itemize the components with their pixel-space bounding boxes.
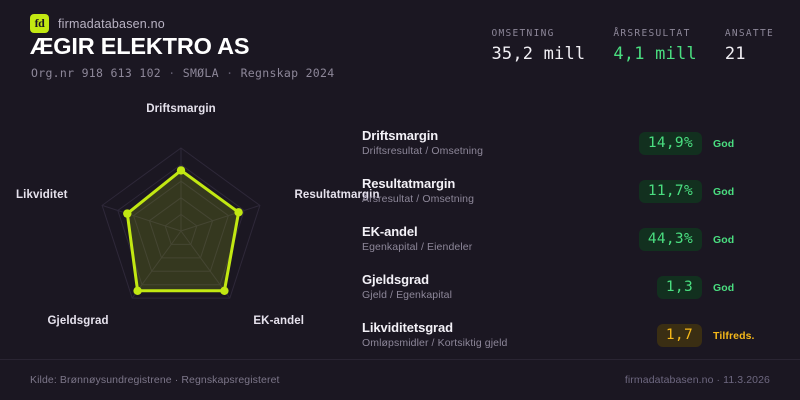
metric-row[interactable]: EK-andel Egenkapital / Eiendeler 44,3% G…: [362, 224, 782, 264]
radar-data-point[interactable]: [133, 286, 142, 295]
stat-ansatte: ANSATTE 21: [725, 28, 774, 64]
header: fd firmadatabasen.no ÆGIR ELEKTRO AS Org…: [0, 0, 800, 88]
footer-credit: firmadatabasen.no · 11.3.2026: [624, 374, 770, 386]
footer-divider: [0, 359, 800, 360]
metric-rating: Tilfreds.: [713, 329, 755, 342]
radar-axis-label-gjeldsgrad: Gjeldsgrad: [47, 315, 109, 328]
radar-series-area: [127, 170, 239, 291]
metric-name: EK-andel: [362, 224, 418, 239]
metric-row[interactable]: Likviditetsgrad Omløpsmidler / Kortsikti…: [362, 320, 782, 360]
brand[interactable]: fd firmadatabasen.no: [30, 14, 165, 33]
metric-value-badge: 1,7: [656, 324, 702, 347]
radar-spoke: [180, 204, 261, 232]
stat-omsetning: OMSETNING 35,2 mill: [491, 28, 585, 64]
radar-axis-label-ek-andel: EK-andel: [253, 315, 305, 328]
metric-row[interactable]: Gjeldsgrad Gjeld / Egenkapital 1,3 God: [362, 272, 782, 312]
radar-chart-svg: [101, 147, 261, 299]
metric-value-badge: 14,9%: [638, 132, 702, 155]
metrics-list: Driftsmargin Driftsresultat / Omsetning …: [362, 128, 782, 368]
radar-axis-label-likviditet: Likviditet: [16, 189, 68, 202]
radar-series-points: [123, 166, 243, 295]
radar-data-point[interactable]: [234, 208, 243, 217]
radar-spoke: [131, 230, 182, 299]
radar-series-line: [125, 168, 241, 293]
stat-arsresultat: ÅRSRESULTAT 4,1 mill: [613, 28, 696, 64]
firmadatabasen-logo-icon: fd: [30, 14, 49, 33]
radar-chart: Driftsmargin Resultatmargin EK-andel Gje…: [0, 90, 379, 340]
metric-row[interactable]: Driftsmargin Driftsresultat / Omsetning …: [362, 128, 782, 168]
metric-name: Driftsmargin: [362, 128, 439, 143]
metric-formula: Gjeld / Egenkapital: [362, 289, 453, 301]
meta-separator-1: ·: [168, 66, 176, 80]
meta-separator-2: ·: [226, 66, 234, 80]
radar-axis-label-driftsmargin: Driftsmargin: [146, 103, 216, 115]
metric-value-badge: 11,7%: [638, 180, 702, 203]
radar-grid-ring: [133, 180, 229, 272]
footer-source: Kilde: Brønnøysundregistrene · Regnskaps…: [30, 374, 280, 386]
metric-formula: Egenkapital / Eiendeler: [362, 241, 473, 253]
radar-grid-ring: [101, 147, 261, 299]
radar-spokes: [101, 148, 261, 299]
stat-value: 35,2 mill: [491, 44, 586, 64]
company-meta: Org.nr 918 613 102 · SMØLA · Regnskap 20…: [31, 66, 334, 80]
brand-name: firmadatabasen.no: [58, 16, 165, 31]
metric-value-badge: 1,3: [656, 276, 702, 299]
metric-rating: God: [713, 137, 735, 150]
metric-rating: God: [713, 185, 735, 198]
radar-data-point[interactable]: [176, 166, 186, 175]
radar-grid: [101, 147, 261, 299]
stat-value: 4,1 mill: [613, 44, 697, 64]
metric-value-group: 1,7 Tilfreds.: [656, 324, 767, 347]
org-number: Org.nr 918 613 102: [31, 66, 162, 80]
metric-formula: Omløpsmidler / Kortsiktig gjeld: [362, 337, 508, 349]
stat-label: ÅRSRESULTAT: [613, 28, 691, 39]
radar-data-point[interactable]: [123, 209, 132, 218]
metric-name: Gjeldsgrad: [362, 272, 429, 287]
radar-spoke: [101, 204, 182, 232]
accounting-year: Regnskap 2024: [240, 66, 335, 80]
metric-name: Resultatmargin: [362, 176, 456, 191]
radar-data-point[interactable]: [220, 286, 229, 295]
header-stats: OMSETNING 35,2 mill ÅRSRESULTAT 4,1 mill…: [491, 28, 774, 64]
radar-grid-ring: [148, 197, 214, 259]
metric-value-group: 44,3% God: [638, 228, 767, 251]
radar-grid-ring: [117, 163, 245, 286]
metric-value-group: 1,3 God: [656, 276, 767, 299]
metric-formula: Årsresultat / Omsetning: [362, 193, 475, 205]
radar-spoke: [180, 230, 231, 299]
municipality: SMØLA: [182, 66, 219, 80]
page-title: ÆGIR ELEKTRO AS: [30, 33, 250, 59]
radar-grid-ring: [164, 213, 198, 245]
metric-name: Likviditetsgrad: [362, 320, 453, 335]
stat-label: OMSETNING: [491, 28, 555, 39]
metric-formula: Driftsresultat / Omsetning: [362, 145, 484, 157]
metric-value-group: 14,9% God: [638, 132, 767, 155]
stat-label: ANSATTE: [724, 28, 774, 39]
stat-value: 21: [724, 44, 746, 64]
metric-row[interactable]: Resultatmargin Årsresultat / Omsetning 1…: [362, 176, 782, 216]
metric-rating: God: [713, 233, 735, 246]
metric-value-badge: 44,3%: [638, 228, 702, 251]
radar-axis-label-resultatmargin: Resultatmargin: [294, 189, 380, 202]
metric-rating: God: [713, 281, 735, 294]
metric-value-group: 11,7% God: [638, 180, 767, 203]
